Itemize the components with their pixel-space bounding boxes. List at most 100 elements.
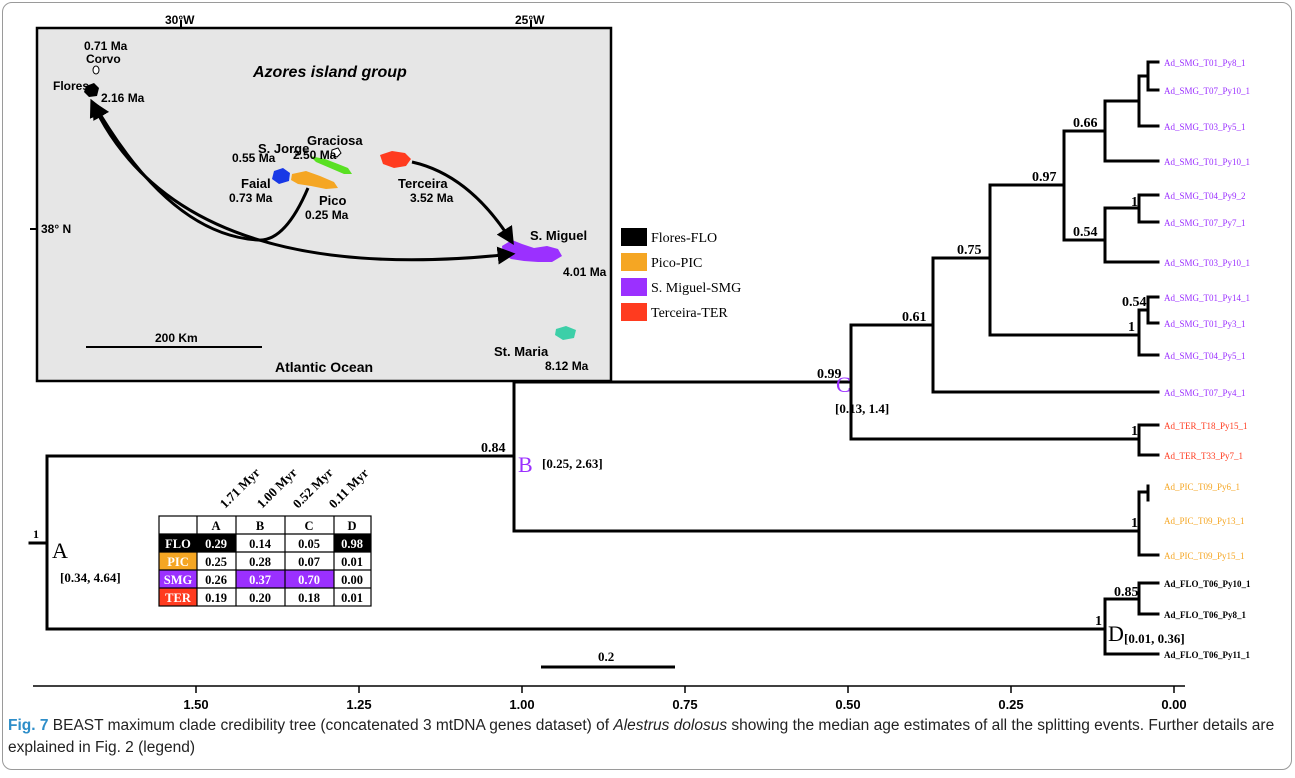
tip-label: Ad_SMG_T07_Py4_1	[1164, 388, 1246, 398]
col-header-a: A	[211, 519, 220, 533]
legend-label-flo: Flores-FLO	[651, 231, 717, 246]
time-axis: 1.50 1.25 1.00 0.75 0.50 0.25 0.00	[33, 685, 1187, 712]
axis-tick-label: 0.25	[998, 697, 1023, 712]
smiguel-name: S. Miguel	[530, 228, 587, 243]
cell-smg-a: 0.26	[205, 573, 227, 587]
cell-flo-b: 0.14	[249, 537, 272, 551]
smiguel-island	[502, 240, 562, 262]
tip-label: Ad_SMG_T04_Py5_1	[1164, 351, 1246, 361]
flores-island	[84, 83, 99, 97]
support-node-c: 0.99	[817, 367, 842, 382]
terceira-name: Terceira	[398, 176, 448, 191]
flores-name: Flores	[53, 79, 89, 93]
figure-caption: Fig. 7 BEAST maximum clade credibility t…	[8, 715, 1278, 759]
tip-label: Ad_PIC_T09_Py13_1	[1164, 516, 1245, 526]
caption-text-1: BEAST maximum clade credibility tree (co…	[48, 717, 614, 734]
graciosa-name: Graciosa	[307, 133, 363, 148]
node-labels: A [0.34, 4.64] B [0.25, 2.63] C [0.13, 1…	[52, 372, 1185, 646]
lat-label-38n: 38° N	[41, 222, 71, 236]
legend-label-ter: Terceira-TER	[651, 306, 728, 321]
stmaria-age: 8.12 Ma	[545, 359, 589, 373]
area-legend: Flores-FLO Pico-PIC S. Miguel-SMG Tercei…	[621, 228, 741, 321]
axis-tick-label: 0.75	[672, 697, 697, 712]
smiguel-age: 4.01 Ma	[563, 265, 607, 279]
col-header-c: C	[304, 519, 313, 533]
caption-text-2: showing the median age estimates of all …	[8, 717, 1275, 756]
node-interval-a: [0.34, 4.64]	[60, 570, 121, 585]
axis-tick-label: 0.50	[835, 697, 860, 712]
tip-label: Ad_SMG_T07_Py7_1	[1164, 218, 1246, 228]
row-label-pic: PIC	[167, 555, 189, 569]
cell-pic-c: 0.07	[298, 555, 320, 569]
support-node-066: 0.66	[1073, 116, 1098, 131]
ancestral-area-table: 1.71 Myr 1.00 Myr 0.52 Myr 0.11 Myr A B …	[158, 465, 372, 607]
node-interval-c: [0.13, 1.4]	[835, 401, 889, 416]
support-node-py9: 1	[1131, 195, 1138, 210]
axis-tick-label: 1.25	[346, 697, 371, 712]
pico-age: 0.25 Ma	[305, 208, 349, 222]
axis-tick-label: 1.00	[509, 697, 534, 712]
legend-label-smg: S. Miguel-SMG	[651, 281, 741, 296]
support-node-flo-pair: 0.85	[1114, 585, 1139, 600]
cell-smg-d: 0.00	[341, 573, 363, 587]
node-interval-b: [0.25, 2.63]	[542, 456, 603, 471]
tip-label: Ad_SMG_T01_Py10_1	[1164, 157, 1250, 167]
caption-species: Alestrus dolosus	[613, 717, 728, 734]
col-header-b: B	[256, 519, 264, 533]
tip-labels: Ad_SMG_T01_Py8_1 Ad_SMG_T07_Py10_1 Ad_SM…	[1164, 58, 1251, 660]
row-label-flo: FLO	[165, 537, 191, 551]
row-label-ter: TER	[165, 591, 192, 605]
legend-swatch-flo	[621, 228, 647, 246]
lon-label-25w: 25°W	[515, 13, 545, 27]
support-node-py14-pair: 0.54	[1122, 295, 1147, 310]
legend-swatch-smg	[621, 278, 647, 296]
table-border	[158, 515, 372, 607]
axis-tick-label: 1.50	[183, 697, 208, 712]
tip-label: Ad_SMG_T01_Py3_1	[1164, 319, 1246, 329]
support-node-b: 0.84	[481, 441, 506, 456]
tip-label: Ad_SMG_T01_Py14_1	[1164, 293, 1250, 303]
cell-bg-smg-c	[285, 570, 334, 588]
cell-ter-d: 0.01	[341, 591, 363, 605]
node-letter-d: D	[1108, 621, 1124, 646]
tip-label: Ad_TER_T18_Py15_1	[1164, 421, 1248, 431]
node-letter-b: B	[518, 452, 533, 477]
legend-swatch-pic	[621, 253, 647, 271]
ocean-label: Atlantic Ocean	[275, 359, 373, 375]
pico-name: Pico	[319, 193, 347, 208]
map-title: Azores island group	[252, 64, 407, 81]
legend-swatch-ter	[621, 303, 647, 321]
sjorge-name: S. Jorge	[258, 141, 309, 156]
cell-flo-a: 0.29	[205, 537, 227, 551]
tip-label: Ad_SMG_T04_Py9_2	[1164, 191, 1246, 201]
cell-ter-c: 0.18	[298, 591, 320, 605]
corvo-island	[92, 65, 100, 75]
cell-ter-b: 0.20	[249, 591, 271, 605]
cell-flo-c: 0.05	[298, 537, 320, 551]
node-letter-a: A	[52, 538, 68, 563]
cell-pic-a: 0.25	[205, 555, 227, 569]
faial-name: Faial	[241, 176, 271, 191]
row-label-bg-smg	[159, 570, 197, 588]
tip-label: Ad_SMG_T01_Py8_1	[1164, 58, 1246, 68]
corvo-age: 0.71 Ma	[84, 39, 128, 53]
tip-label: Ad_PIC_T09_Py6_1	[1164, 482, 1240, 492]
tip-label: Ad_SMG_T03_Py10_1	[1164, 258, 1250, 268]
tip-label: Ad_SMG_T03_Py5_1	[1164, 122, 1246, 132]
cell-pic-d: 0.01	[341, 555, 363, 569]
tip-label: Ad_TER_T33_Py7_1	[1164, 451, 1243, 461]
support-node-d: 1	[1095, 614, 1102, 629]
support-node-ter: 1	[1131, 424, 1138, 439]
cell-smg-b: 0.37	[249, 573, 271, 587]
arrow-flores-smiguel	[89, 98, 516, 265]
legend-label-pic: Pico-PIC	[651, 256, 702, 271]
cell-ter-a: 0.19	[205, 591, 227, 605]
stmaria-island	[555, 326, 576, 340]
support-node-061: 0.61	[902, 310, 927, 325]
flores-age: 2.16 Ma	[101, 91, 145, 105]
terceira-age: 3.52 Ma	[410, 191, 454, 205]
figure-label: Fig. 7	[8, 717, 49, 734]
map-scale-label: 200 Km	[155, 331, 198, 345]
node-interval-d: [0.01, 0.36]	[1124, 631, 1185, 646]
tip-label: Ad_SMG_T07_Py10_1	[1164, 86, 1250, 96]
